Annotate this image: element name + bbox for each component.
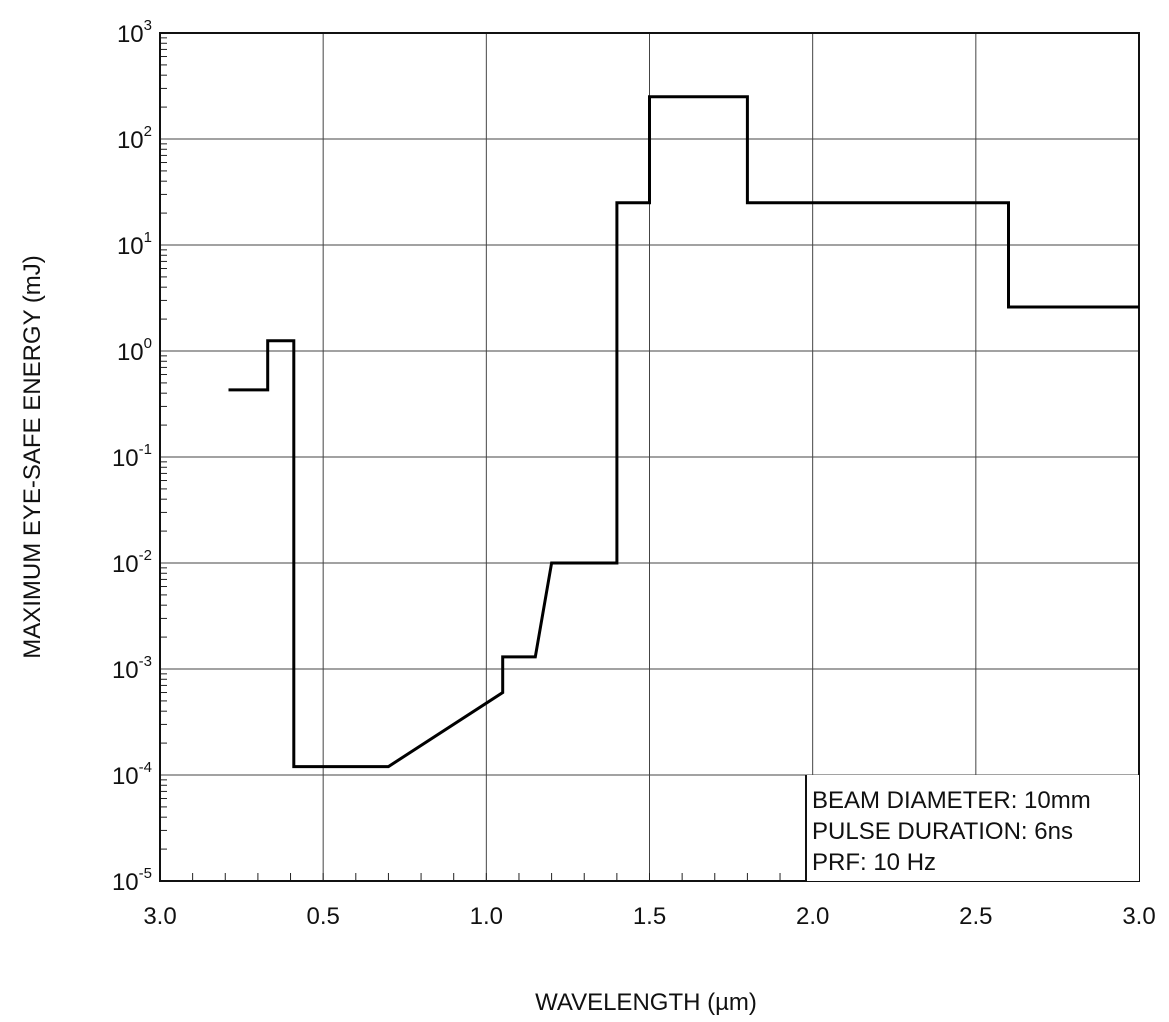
y-tick-label: 10-5 [112,865,152,896]
annotation-box: BEAM DIAMETER: 10mm PULSE DURATION: 6ns … [805,775,1139,881]
x-tick-label: 2.5 [959,903,992,930]
x-axis-title: WAVELENGTH (µm) [535,989,757,1016]
y-tick-label: 10-1 [112,441,152,472]
y-tick-label: 101 [117,229,152,260]
y-tick-label: 102 [117,123,152,154]
y-tick-label: 10-2 [112,547,152,578]
y-tick-labels: 103 102 101 100 10-1 10-2 10-3 10-4 10-5 [112,17,152,896]
y-axis-title: MAXIMUM EYE-SAFE ENERGY (mJ) [19,255,46,659]
y-tick-label: 100 [117,335,152,366]
y-tick-label: 10-4 [112,759,152,790]
grid-layer [159,32,1140,882]
plot-frame [159,32,1140,882]
x-tick-label: 2.0 [796,903,829,930]
x-tick-labels: 3.0 0.5 1.0 1.5 2.0 2.5 3.0 [143,903,1155,930]
x-tick-label: 3.0 [143,903,176,930]
minor-ticks [160,37,1107,881]
annotation-prf: PRF: 10 Hz [812,849,936,876]
annotation-pulse-duration: PULSE DURATION: 6ns [812,818,1073,845]
series-line [228,95,1139,769]
x-tick-label: 0.5 [306,903,339,930]
y-tick-label: 10-3 [112,653,152,684]
annotation-beam-diameter: BEAM DIAMETER: 10mm [812,787,1091,814]
x-tick-label: 3.0 [1122,903,1155,930]
x-tick-label: 1.0 [470,903,503,930]
x-tick-label: 1.5 [633,903,666,930]
y-tick-label: 103 [117,17,152,48]
